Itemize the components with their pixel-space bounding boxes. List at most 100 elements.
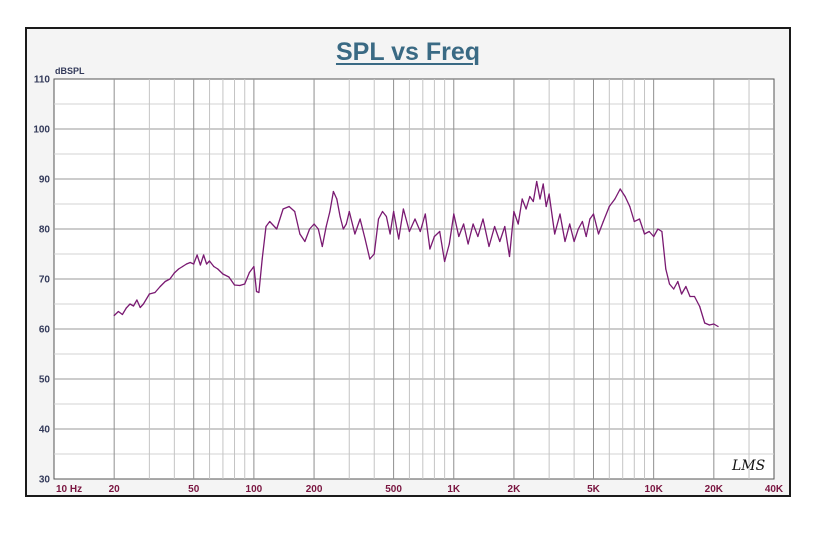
data-point: [348, 210, 350, 213]
data-point: [239, 284, 241, 287]
data-point: [125, 307, 127, 309]
data-point: [463, 223, 465, 225]
data-point: [342, 228, 344, 230]
data-point: [173, 272, 175, 274]
data-point: [477, 235, 479, 238]
data-point: [244, 283, 246, 285]
data-point: [329, 210, 331, 213]
data-point: [444, 260, 446, 263]
data-point: [359, 218, 361, 220]
data-point: [189, 261, 191, 264]
data-point: [217, 268, 219, 270]
data-point: [129, 303, 131, 305]
data-point: [467, 243, 469, 245]
data-point: [265, 225, 267, 228]
data-point: [206, 263, 208, 265]
data-point: [309, 228, 311, 230]
data-point: [288, 205, 290, 208]
data-point: [713, 323, 715, 325]
data-point: [608, 205, 610, 208]
data-point: [629, 205, 631, 208]
data-point: [559, 213, 561, 215]
data-point: [213, 265, 215, 268]
data-point: [142, 303, 144, 305]
data-point: [573, 240, 575, 243]
data-point: [113, 314, 115, 317]
data-point: [164, 280, 166, 283]
x-tick-label: 50: [188, 484, 200, 495]
x-tick-label: 2K: [508, 484, 522, 495]
data-point: [377, 218, 380, 220]
data-points: [113, 180, 719, 328]
data-point: [228, 276, 230, 278]
data-point: [439, 230, 441, 233]
data-point: [673, 288, 675, 290]
data-point: [345, 223, 347, 225]
data-point: [665, 268, 667, 270]
data-point: [154, 291, 156, 294]
data-point: [136, 299, 138, 301]
data-point: [499, 240, 501, 243]
data-point: [717, 325, 719, 328]
data-point: [681, 293, 683, 295]
data-point: [253, 265, 255, 268]
data-point: [398, 238, 400, 240]
data-point: [373, 253, 375, 255]
data-point: [132, 305, 135, 307]
data-point: [488, 245, 490, 248]
data-point: [159, 285, 161, 288]
data-point: [472, 223, 474, 225]
data-point: [258, 291, 260, 294]
x-tick-label: 5K: [587, 484, 601, 495]
data-point: [354, 233, 356, 235]
y-tick-label: 50: [39, 375, 51, 386]
data-point: [592, 213, 595, 215]
data-point: [482, 218, 484, 220]
data-point: [614, 198, 616, 200]
data-point: [536, 180, 538, 183]
data-point: [313, 223, 315, 225]
data-point: [402, 208, 404, 210]
data-point: [581, 220, 584, 223]
data-point: [261, 258, 263, 260]
data-point: [339, 215, 341, 218]
lms-watermark: LMS: [731, 458, 765, 474]
data-point: [708, 324, 711, 326]
data-point: [139, 306, 141, 309]
data-point: [638, 218, 641, 220]
data-point: [182, 265, 184, 268]
data-point: [508, 255, 511, 258]
data-point: [525, 208, 527, 210]
data-point: [364, 238, 366, 240]
data-point: [208, 260, 211, 262]
x-tick-label: 20K: [705, 484, 724, 495]
data-point: [169, 278, 171, 280]
chart-title: SPL vs Freq: [335, 38, 481, 66]
data-point: [248, 271, 250, 274]
data-point: [385, 215, 387, 218]
y-tick-label: 60: [39, 325, 51, 336]
data-point: [193, 263, 195, 265]
data-point: [564, 240, 566, 243]
data-point: [504, 225, 506, 228]
data-point: [178, 268, 180, 270]
x-tick-label: 40K: [765, 484, 784, 495]
data-point: [414, 218, 416, 220]
x-tick-label: 100: [246, 484, 263, 495]
data-point: [668, 283, 671, 285]
data-point: [332, 190, 334, 193]
data-point: [494, 225, 496, 228]
data-point: [521, 198, 523, 200]
data-point: [548, 193, 550, 195]
y-tick-label: 70: [39, 275, 51, 286]
data-point: [117, 310, 119, 313]
data-point: [429, 248, 431, 250]
x-tick-label: 10K: [644, 484, 663, 495]
data-point: [233, 284, 236, 286]
data-point: [602, 220, 604, 223]
data-point: [532, 200, 534, 203]
data-point: [585, 235, 587, 238]
data-point: [704, 322, 706, 324]
data-point: [325, 225, 327, 228]
data-point: [529, 195, 531, 198]
